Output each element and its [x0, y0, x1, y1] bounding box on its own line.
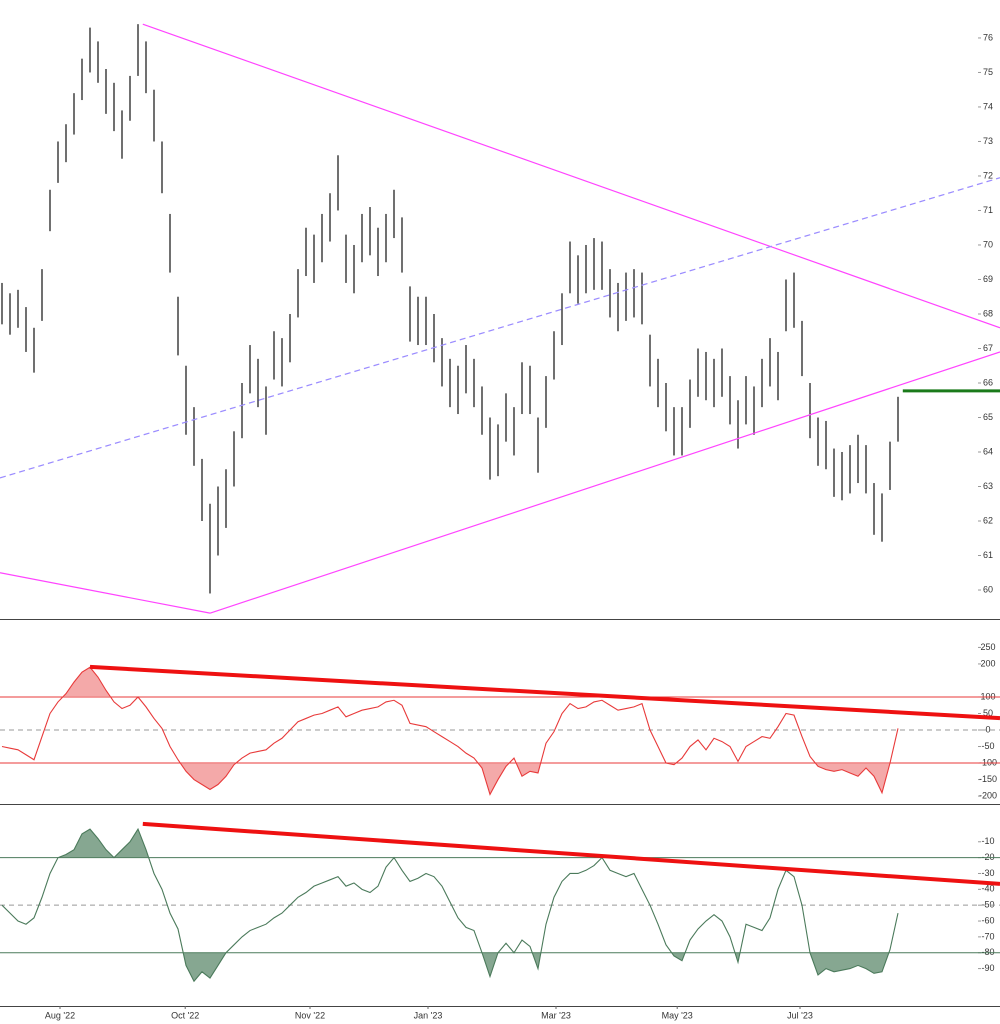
y-tick-label: 50 [983, 708, 993, 718]
oversold-fill [183, 952, 889, 982]
oversold-fill [2, 763, 898, 795]
trendline [0, 572, 211, 614]
trendline [142, 821, 1000, 886]
overbought-fill [2, 667, 898, 697]
y-tick-label: -20 [981, 852, 994, 862]
y-tick-label: -150 [979, 774, 997, 784]
x-tick-label: May '23 [662, 1010, 693, 1020]
y-tick-label: -10 [981, 836, 994, 846]
y-tick-label: 75 [983, 67, 993, 77]
indicator-line [1, 827, 899, 983]
y-tick-label: 250 [980, 642, 995, 652]
indicator-line [1, 666, 899, 796]
y-tick-label: -60 [981, 915, 994, 925]
y-tick-label: 71 [983, 205, 993, 215]
y-tick-label: -30 [981, 868, 994, 878]
y-tick-label: 65 [983, 412, 993, 422]
y-tick-label: 66 [983, 377, 993, 387]
y-tick-label: -50 [981, 900, 994, 910]
x-tick-label: Jan '23 [414, 1010, 443, 1020]
y-tick-label: -100 [979, 757, 997, 767]
y-tick-label: 73 [983, 136, 993, 146]
x-tick-label: Nov '22 [295, 1010, 325, 1020]
x-tick-label: Jul '23 [787, 1010, 813, 1020]
y-tick-label: 67 [983, 343, 993, 353]
y-tick-label: 72 [983, 170, 993, 180]
trendline [142, 23, 1000, 329]
y-tick-label: 76 [983, 32, 993, 42]
y-tick-label: 61 [983, 550, 993, 560]
trendline [209, 351, 1000, 614]
y-tick-label: -90 [981, 963, 994, 973]
y-tick-label: -70 [981, 931, 994, 941]
y-tick-label: 0 [985, 724, 990, 734]
y-tick-label: -50 [981, 741, 994, 751]
y-tick-label: -80 [981, 947, 994, 957]
y-tick-label: 200 [980, 658, 995, 668]
y-tick-label: -40 [981, 884, 994, 894]
y-tick-label: 100 [980, 691, 995, 701]
overbought-fill [58, 829, 149, 858]
y-tick-label: 70 [983, 239, 993, 249]
y-tick-label: 60 [983, 584, 993, 594]
x-tick-label: Mar '23 [541, 1010, 571, 1020]
y-tick-label: 62 [983, 515, 993, 525]
y-tick-label: -200 [979, 790, 997, 800]
trendline [89, 664, 1000, 721]
trendline [0, 177, 1000, 479]
y-tick-label: 63 [983, 481, 993, 491]
y-tick-label: 64 [983, 446, 993, 456]
x-tick-label: Aug '22 [45, 1010, 75, 1020]
x-tick-label: Oct '22 [171, 1010, 199, 1020]
y-tick-label: 68 [983, 308, 993, 318]
y-tick-label: 74 [983, 101, 993, 111]
y-tick-label: 69 [983, 274, 993, 284]
